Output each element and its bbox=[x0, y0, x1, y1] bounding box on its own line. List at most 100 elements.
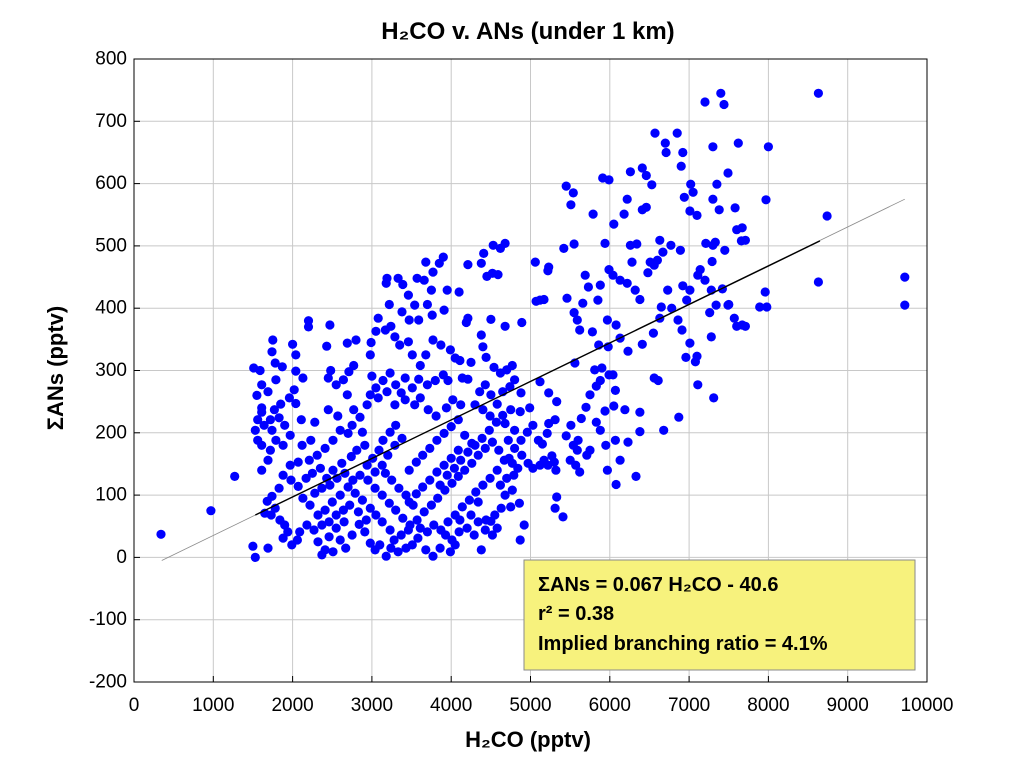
x-tick-label: 3000 bbox=[351, 695, 393, 716]
data-point bbox=[530, 257, 540, 267]
data-point bbox=[478, 342, 488, 352]
data-point bbox=[252, 390, 262, 400]
data-point bbox=[509, 470, 519, 480]
data-point bbox=[732, 321, 742, 331]
data-point bbox=[295, 527, 305, 537]
data-point bbox=[395, 340, 405, 350]
data-point bbox=[390, 400, 400, 410]
data-point bbox=[425, 443, 435, 453]
data-point bbox=[453, 471, 463, 481]
data-point bbox=[274, 483, 284, 493]
data-point bbox=[413, 533, 423, 543]
data-point bbox=[404, 315, 414, 325]
data-point bbox=[661, 147, 671, 158]
data-point bbox=[690, 357, 701, 367]
data-point bbox=[371, 383, 381, 393]
annotation-box bbox=[523, 559, 916, 671]
data-point bbox=[480, 525, 490, 535]
data-point bbox=[269, 405, 279, 415]
data-point bbox=[156, 529, 166, 539]
data-point bbox=[486, 390, 496, 400]
data-point bbox=[419, 275, 429, 285]
data-point bbox=[516, 388, 526, 398]
data-point bbox=[813, 88, 824, 98]
data-point bbox=[270, 358, 280, 368]
data-point bbox=[615, 275, 625, 285]
data-point bbox=[585, 390, 595, 400]
data-point bbox=[446, 453, 456, 463]
data-point bbox=[434, 258, 444, 268]
data-point bbox=[349, 405, 359, 415]
data-point bbox=[357, 427, 367, 437]
data-point bbox=[257, 380, 267, 390]
data-point bbox=[516, 435, 526, 445]
data-point bbox=[730, 203, 740, 213]
data-point bbox=[506, 502, 516, 512]
data-point bbox=[448, 395, 458, 405]
data-point bbox=[305, 500, 315, 510]
data-point bbox=[441, 403, 451, 413]
data-point bbox=[323, 405, 333, 415]
data-point bbox=[625, 240, 636, 250]
annotation-equation: ΣANs = 0.067 H₂CO - 40.6 bbox=[538, 574, 778, 596]
data-point bbox=[611, 479, 621, 490]
data-point bbox=[298, 493, 308, 503]
data-point bbox=[438, 370, 448, 380]
data-point bbox=[348, 475, 358, 485]
data-point bbox=[302, 520, 312, 530]
data-point bbox=[307, 468, 317, 478]
data-point bbox=[418, 482, 428, 492]
data-point bbox=[480, 443, 490, 453]
data-point bbox=[427, 310, 437, 320]
data-point bbox=[659, 425, 669, 435]
data-point bbox=[506, 405, 516, 415]
data-point bbox=[339, 517, 349, 527]
data-point bbox=[456, 455, 466, 465]
data-point bbox=[575, 467, 585, 477]
data-point bbox=[326, 365, 336, 376]
data-point bbox=[429, 520, 439, 530]
data-point bbox=[462, 523, 472, 533]
data-point bbox=[678, 281, 688, 291]
data-point bbox=[396, 388, 406, 398]
data-point bbox=[708, 194, 718, 204]
data-point bbox=[591, 381, 601, 391]
data-point bbox=[313, 510, 323, 520]
data-point bbox=[345, 500, 355, 510]
data-point bbox=[569, 239, 579, 249]
data-point bbox=[365, 538, 375, 548]
data-point bbox=[265, 415, 275, 425]
x-tick-label: 1000 bbox=[192, 695, 234, 716]
data-point bbox=[580, 270, 590, 280]
data-point bbox=[257, 465, 267, 475]
data-point bbox=[499, 455, 509, 465]
data-point bbox=[422, 380, 432, 390]
data-point bbox=[477, 433, 487, 443]
data-point bbox=[347, 530, 357, 540]
data-point bbox=[394, 483, 404, 493]
data-point bbox=[601, 440, 611, 450]
data-point bbox=[398, 513, 408, 523]
y-tick-label: 100 bbox=[95, 485, 127, 506]
data-point bbox=[649, 260, 659, 270]
data-point bbox=[481, 515, 491, 525]
data-point bbox=[338, 375, 348, 385]
data-point bbox=[635, 427, 645, 437]
data-point bbox=[425, 475, 435, 485]
data-point bbox=[362, 400, 372, 410]
data-point bbox=[401, 490, 411, 500]
data-point bbox=[370, 483, 380, 493]
data-point bbox=[403, 525, 413, 535]
data-point bbox=[535, 295, 545, 305]
data-point bbox=[384, 498, 394, 508]
data-point bbox=[498, 410, 508, 420]
data-point bbox=[740, 235, 751, 245]
data-point bbox=[620, 405, 630, 415]
data-point bbox=[354, 519, 364, 530]
data-point bbox=[708, 142, 718, 152]
data-point bbox=[430, 375, 440, 386]
data-point bbox=[622, 278, 632, 288]
data-point bbox=[455, 515, 465, 525]
data-point bbox=[676, 161, 686, 171]
data-point bbox=[561, 431, 571, 441]
